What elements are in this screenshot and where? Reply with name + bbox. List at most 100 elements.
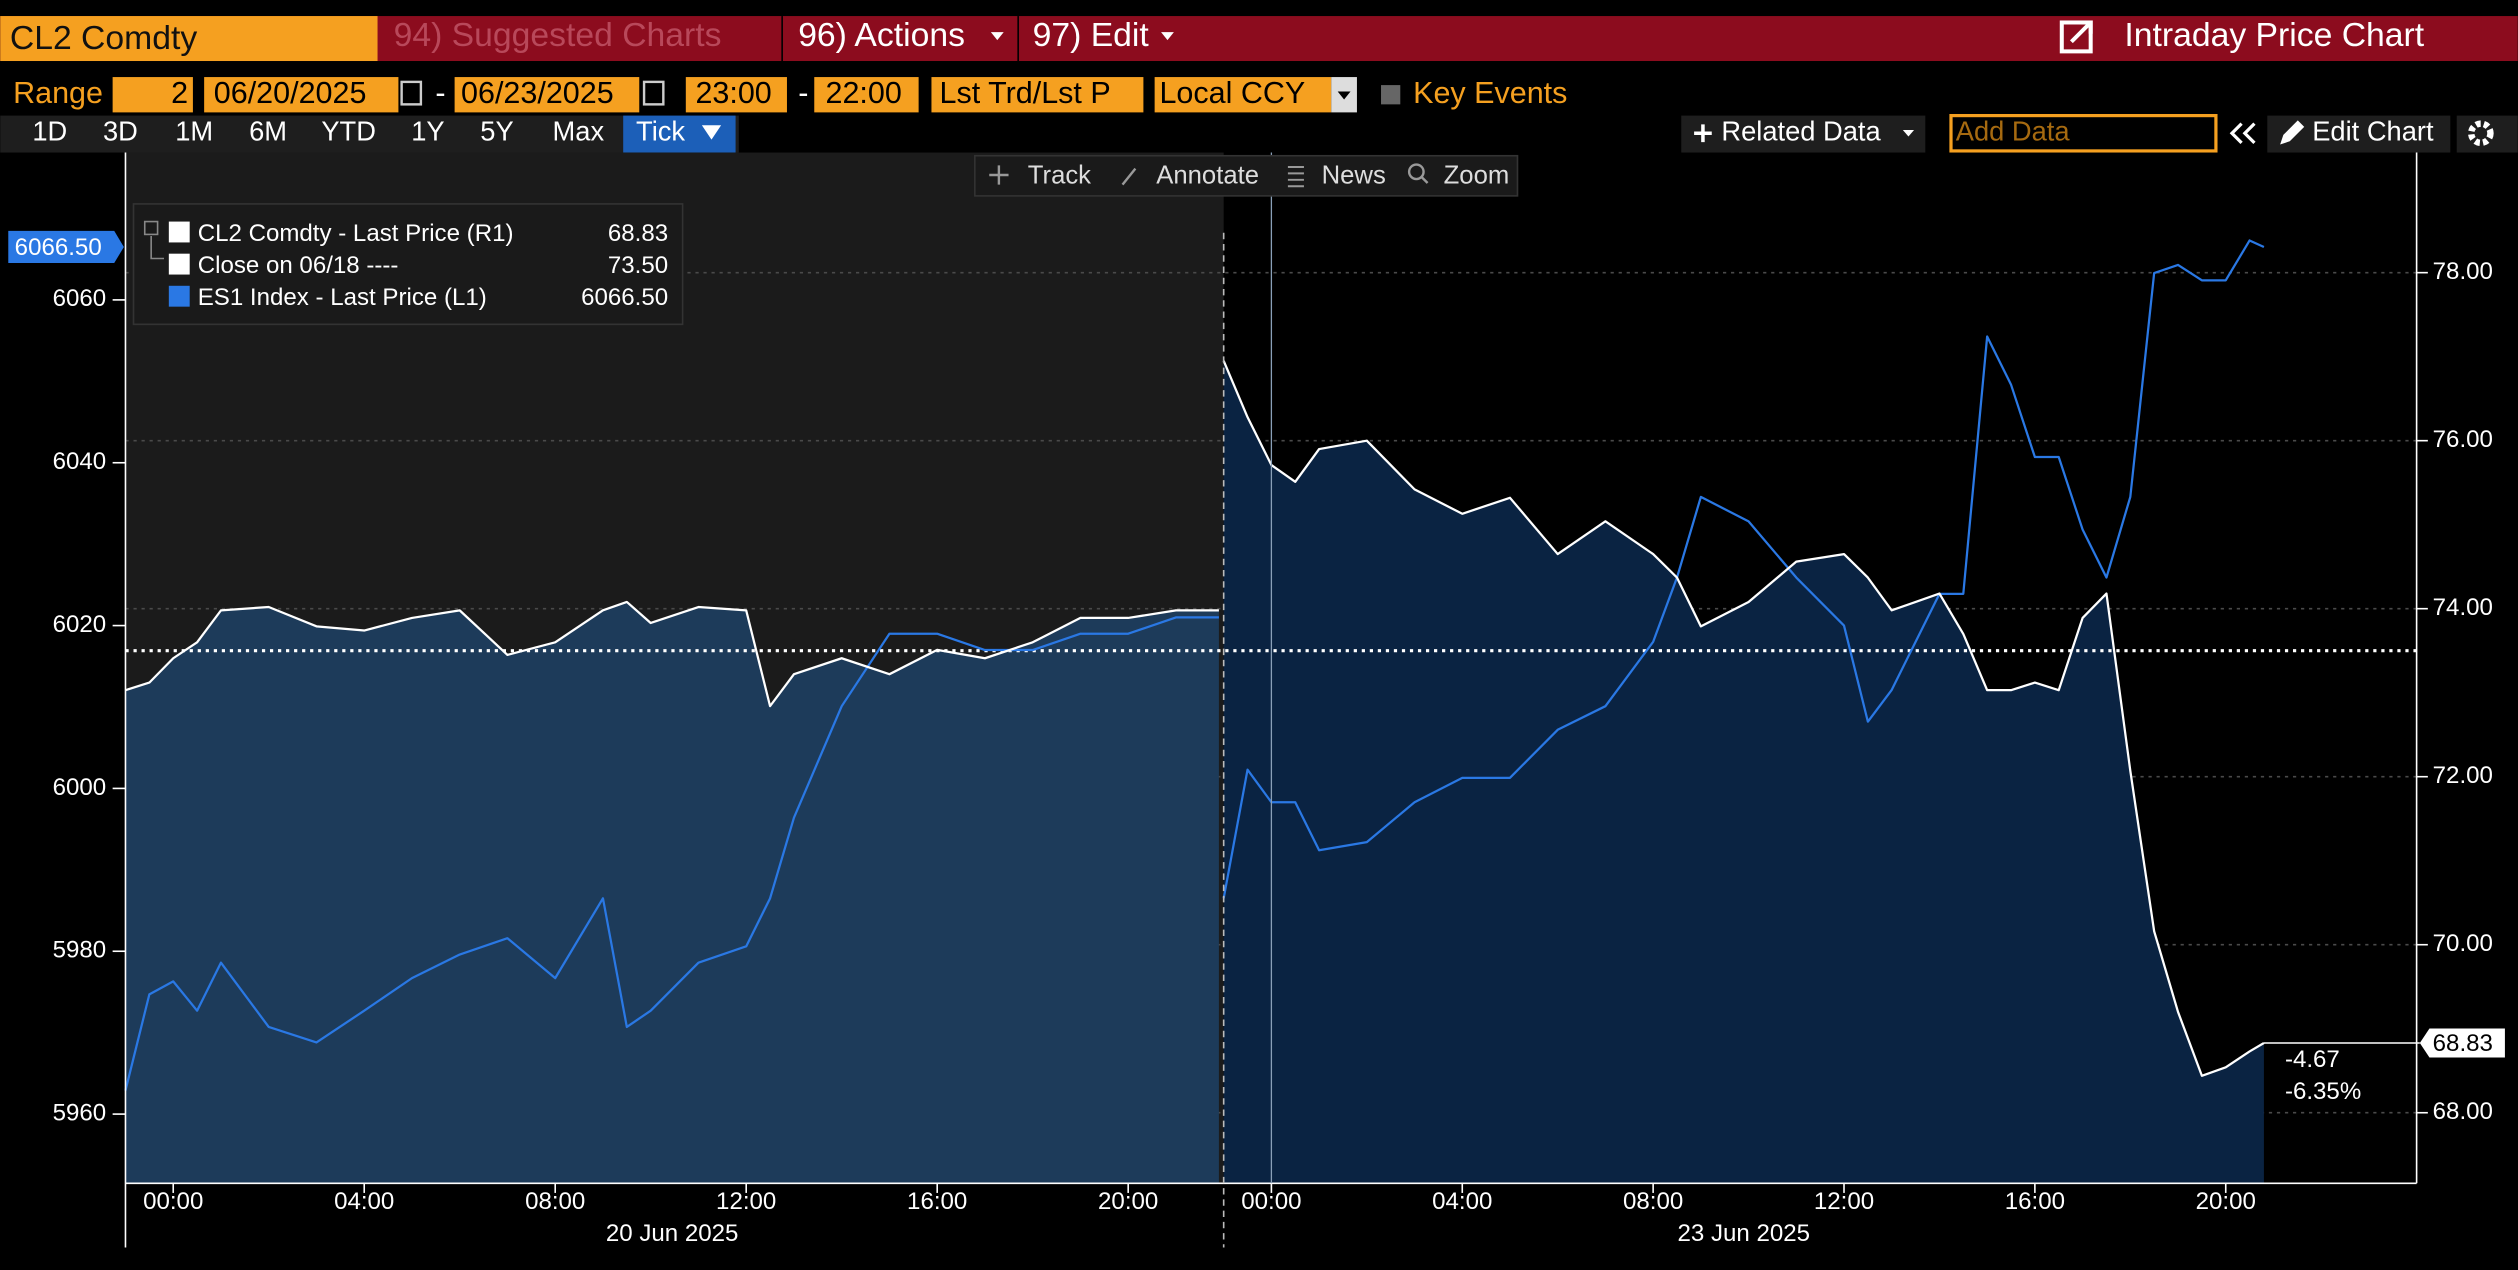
input[interactable] (454, 77, 640, 113)
input[interactable] (1154, 77, 1332, 113)
calendar-icon[interactable] (400, 80, 423, 106)
related-data: Related Data (1721, 115, 1881, 146)
start-date: 06/20/2025 (214, 76, 367, 110)
y2-tick-label: 78.00 (2433, 258, 2493, 285)
period-button[interactable]: YTD (321, 115, 376, 146)
input[interactable] (112, 77, 193, 113)
y2-tick-label: 68.00 (2433, 1098, 2493, 1125)
period-button[interactable]: 1Y (411, 115, 444, 146)
y2-tick-label: 70.00 (2433, 930, 2493, 957)
range-count: 2 (171, 76, 188, 110)
title-bar (0, 16, 2518, 62)
x-tick-label: 20:00 (1098, 1188, 1158, 1215)
checkbox[interactable] (1381, 85, 1401, 105)
collapse-box[interactable] (143, 220, 159, 236)
tree-line (150, 236, 165, 260)
flags: 68.83 6066.50 -4.67 -6.35% (8, 230, 2505, 1105)
menu-item: 94) Suggested Charts (394, 16, 722, 54)
y-tick-label: 6000 (53, 774, 107, 801)
last-value: 6066.50 (15, 234, 102, 261)
legend-swatch (168, 285, 190, 307)
y2-tick-label: 74.00 (2433, 594, 2493, 621)
area (125, 601, 1219, 1184)
chart-tools (974, 154, 1519, 197)
calendar-icon[interactable] (642, 80, 665, 106)
line (125, 600, 1219, 708)
y2-tick-label: 72.00 (2433, 762, 2493, 789)
tool-button[interactable]: Zoom (1444, 161, 1510, 189)
input[interactable] (814, 77, 919, 113)
line (1222, 239, 2265, 899)
period-button-active[interactable] (623, 115, 736, 153)
legend-value: 68.83 (608, 220, 668, 247)
x-tick-label: 04:00 (334, 1188, 394, 1215)
period-button[interactable]: 1M (175, 115, 213, 146)
area (1223, 360, 2264, 1184)
annotate-icon (1121, 167, 1137, 186)
end-date: 06/23/2025 (461, 76, 614, 110)
security-box[interactable] (0, 16, 378, 62)
key-events: Key Events (1413, 76, 1567, 110)
x-tick-label: 16:00 (907, 1188, 967, 1215)
legend-label: Close on 06/18 ---- (198, 252, 399, 279)
plot: 68.00 70.00 72.00 74.00 76.00 78.00 5960 5980 60… (53, 152, 2493, 1248)
date-label: 23 Jun 2025 (1678, 1220, 1811, 1247)
gear-icon (2467, 120, 2494, 147)
x-tick-label: 00:00 (143, 1188, 203, 1215)
change-pct: -6.35% (2285, 1078, 2361, 1105)
page-title: Intraday Price Chart (2124, 16, 2424, 54)
y-tick-label: 5980 (53, 937, 107, 964)
last-value-flag (2419, 1028, 2505, 1058)
separator-text: - (435, 76, 445, 110)
menu-item[interactable]: 97) Edit (1033, 16, 1150, 54)
legend-swatch (168, 253, 190, 275)
legend-swatch (168, 221, 190, 243)
x-tick-label: 20:00 (2196, 1188, 2256, 1215)
y-tick-label: 6060 (53, 285, 107, 312)
x-tick-label: 00:00 (1241, 1188, 1301, 1215)
input[interactable] (685, 77, 787, 113)
x-tick-label: 12:00 (716, 1188, 776, 1215)
period-button[interactable]: Max (553, 115, 605, 146)
placeholder: Add Data (1956, 115, 2071, 146)
x-tick-label: 04:00 (1432, 1188, 1492, 1215)
end-time: 22:00 (825, 76, 901, 110)
security: CL2 Comdty (10, 19, 197, 57)
menu-item[interactable]: 96) Actions (798, 16, 965, 54)
y2-tick-label: 76.00 (2433, 426, 2493, 453)
x-tick-label: 08:00 (1623, 1188, 1683, 1215)
input[interactable] (204, 77, 399, 113)
y-tick-label: 6020 (53, 611, 107, 638)
period-button[interactable]: 3D (103, 115, 138, 146)
period-button[interactable]: 6M (249, 115, 287, 146)
line (1222, 360, 2265, 1077)
tool-button[interactable]: News (1322, 161, 1386, 189)
button[interactable] (1681, 115, 1926, 153)
last-value-flag (8, 230, 124, 264)
dropdown-arrow (1337, 91, 1351, 100)
legend-value: 73.50 (608, 252, 668, 279)
dropdown-arrow (1161, 32, 1174, 41)
legend-value: 6066.50 (581, 284, 668, 311)
add-data-input[interactable] (1949, 113, 2218, 153)
tool-button[interactable]: Annotate (1156, 161, 1259, 189)
input[interactable] (931, 77, 1144, 113)
launch-icon[interactable] (2059, 20, 2093, 54)
collapse-icon[interactable] (2229, 122, 2256, 145)
period-button[interactable]: 5Y (480, 115, 513, 146)
y-tick-label: 5960 (53, 1099, 107, 1126)
start-time: 23:00 (695, 76, 771, 110)
tool-button[interactable]: Track (1028, 161, 1091, 189)
price-field: Lst Trd/Lst P (939, 76, 1110, 110)
dropdown-arrow (990, 32, 1004, 41)
track-icon (989, 165, 1009, 185)
legend (132, 203, 684, 326)
pencil-icon (2280, 120, 2305, 145)
dropdown-arrow (701, 125, 722, 140)
y-tick-label: 6040 (53, 448, 107, 475)
period-bar (0, 115, 739, 153)
zoom-icon (1407, 163, 1429, 184)
period-button[interactable]: 1D (32, 115, 67, 146)
legend-label: ES1 Index - Last Price (L1) (198, 284, 487, 311)
